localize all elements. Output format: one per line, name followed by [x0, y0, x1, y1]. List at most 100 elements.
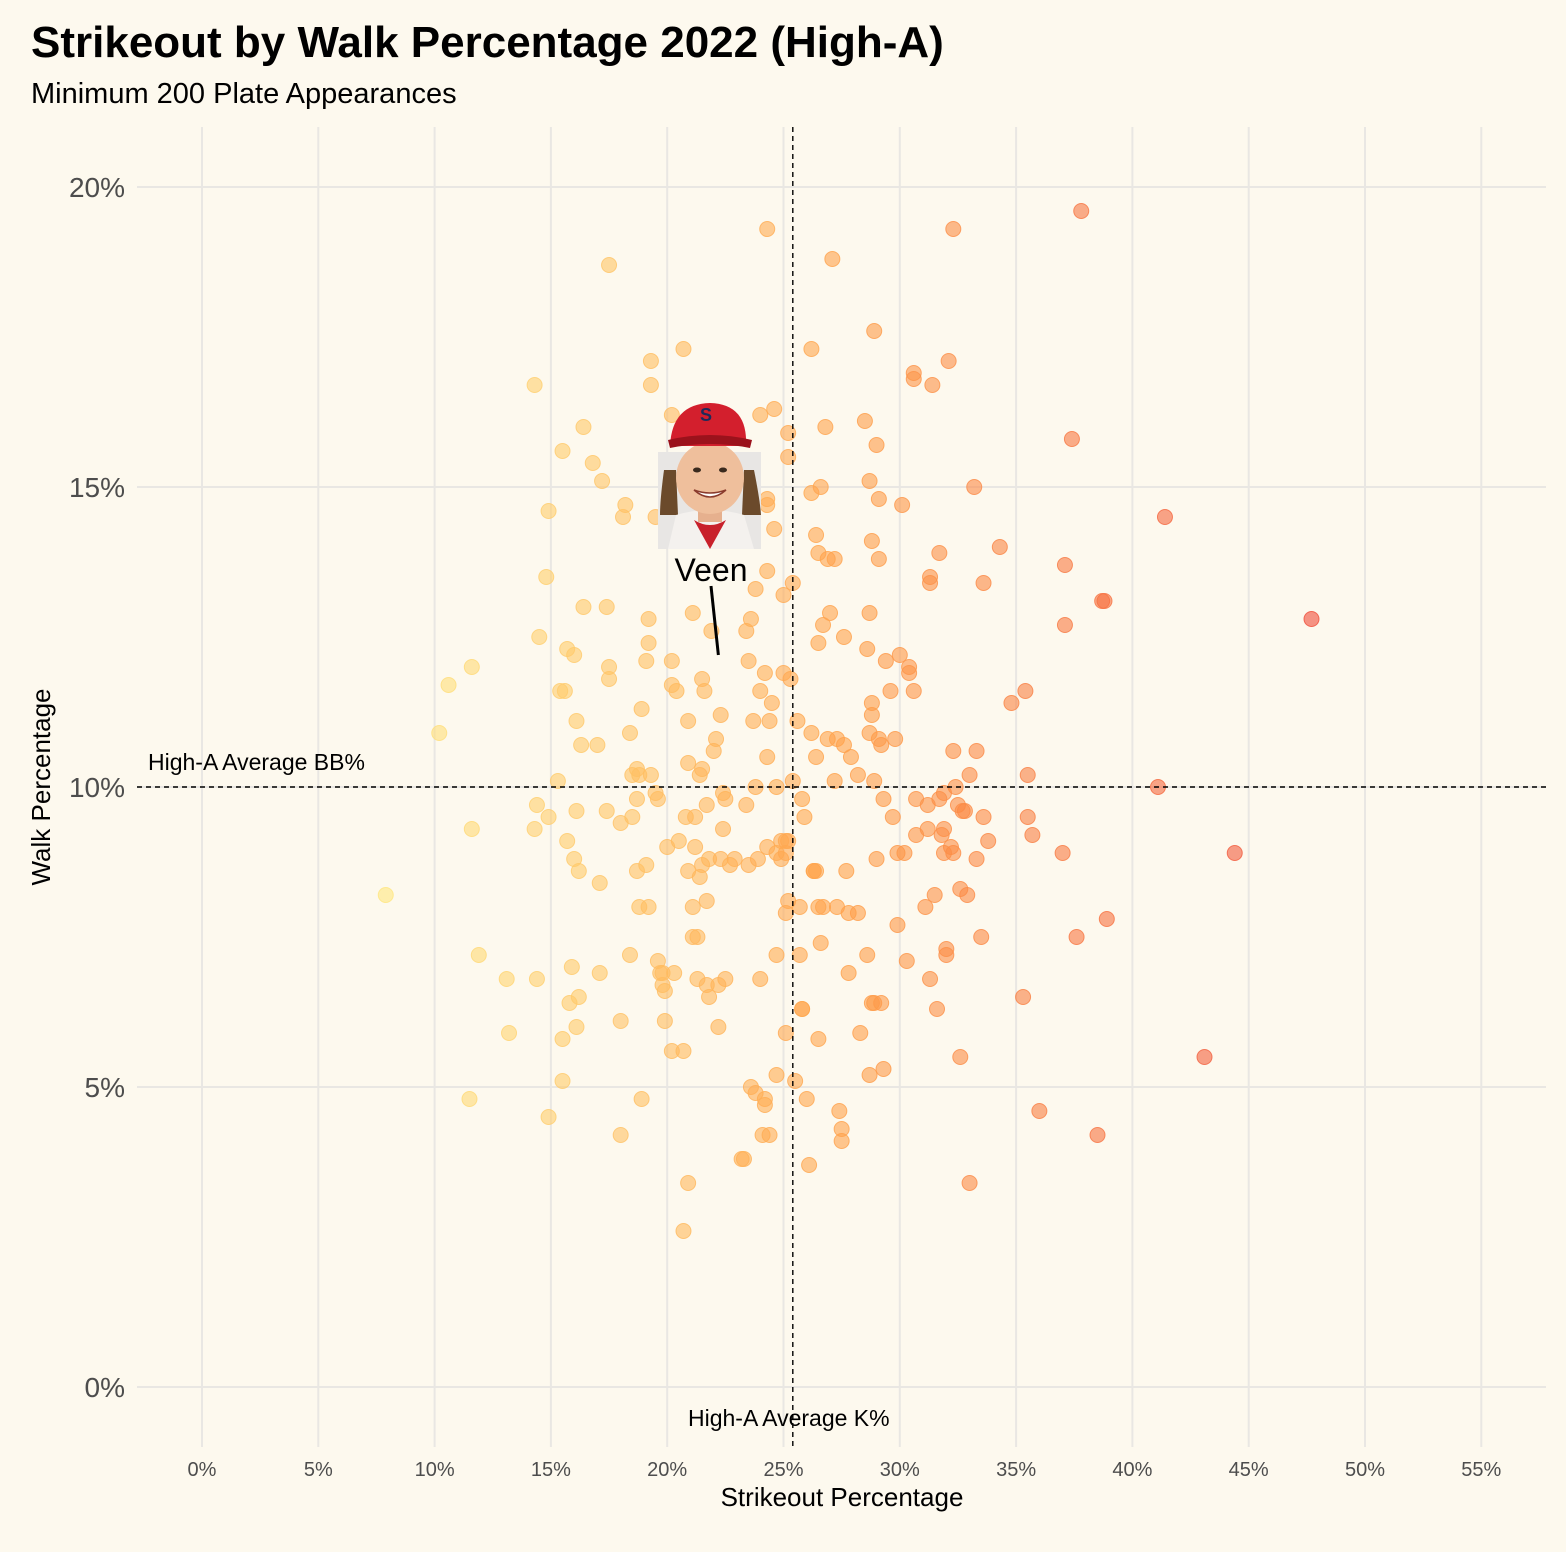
data-point	[938, 947, 955, 963]
data-point	[591, 875, 608, 891]
data-point	[796, 809, 813, 825]
data-point	[826, 551, 843, 567]
data-point	[803, 341, 820, 357]
data-point	[833, 1133, 850, 1149]
data-point	[766, 521, 783, 537]
data-point	[575, 419, 592, 435]
data-point	[633, 701, 650, 717]
data-point	[663, 653, 680, 669]
data-point	[640, 635, 657, 651]
data-point	[922, 575, 939, 591]
y-reference-label: High-A Average BB%	[148, 749, 365, 775]
data-point	[601, 671, 618, 687]
y-tick-label: 15%	[69, 472, 125, 503]
data-point	[670, 833, 687, 849]
data-point	[861, 473, 878, 489]
data-point	[952, 1049, 969, 1065]
data-point	[761, 1127, 778, 1143]
data-point	[887, 731, 904, 747]
data-point	[498, 971, 515, 987]
data-point	[759, 497, 776, 513]
data-point	[973, 929, 990, 945]
data-point	[689, 929, 706, 945]
data-point	[945, 743, 962, 759]
data-point	[745, 713, 762, 729]
hair-right	[742, 470, 761, 515]
data-point	[929, 1001, 946, 1017]
y-tick-label: 10%	[69, 772, 125, 803]
data-point	[780, 833, 797, 849]
data-point	[898, 953, 915, 969]
data-point	[768, 947, 785, 963]
data-point	[638, 857, 655, 873]
data-point	[917, 899, 934, 915]
data-point	[866, 773, 883, 789]
data-point	[782, 671, 799, 687]
data-point	[756, 1091, 773, 1107]
x-reference-label: High-A Average K%	[688, 1405, 890, 1431]
data-point	[808, 749, 825, 765]
data-point	[991, 539, 1008, 555]
data-point	[680, 713, 697, 729]
data-point	[889, 917, 906, 933]
data-point	[808, 863, 825, 879]
data-point	[959, 887, 976, 903]
data-point	[935, 821, 952, 837]
data-point	[624, 809, 641, 825]
data-point	[628, 791, 645, 807]
data-point	[940, 353, 957, 369]
data-point	[589, 737, 606, 753]
data-point	[752, 683, 769, 699]
data-point	[531, 629, 548, 645]
data-point	[824, 251, 841, 267]
data-point	[924, 377, 941, 393]
data-point	[863, 707, 880, 723]
data-point	[666, 965, 683, 981]
data-point	[763, 695, 780, 711]
data-point	[891, 647, 908, 663]
x-tick-label: 45%	[1229, 1459, 1269, 1481]
data-point	[877, 653, 894, 669]
data-point	[747, 581, 764, 597]
data-point	[712, 707, 729, 723]
x-tick-label: 10%	[415, 1459, 455, 1481]
data-point	[859, 641, 876, 657]
data-point	[919, 821, 936, 837]
data-point	[461, 1091, 478, 1107]
data-point	[663, 407, 680, 423]
y-axis-label: Walk Percentage	[26, 688, 56, 885]
data-point	[684, 605, 701, 621]
smile	[693, 489, 727, 498]
data-point	[556, 683, 573, 699]
data-point	[1098, 911, 1115, 927]
data-point	[826, 773, 843, 789]
data-point	[584, 455, 601, 471]
data-point	[501, 1025, 518, 1041]
data-point	[752, 971, 769, 987]
data-point	[1156, 509, 1173, 525]
data-point	[470, 947, 487, 963]
data-point	[810, 1031, 827, 1047]
data-points	[377, 203, 1320, 1239]
data-point	[882, 683, 899, 699]
data-point	[463, 659, 480, 675]
data-point	[617, 497, 634, 513]
highlight-leader-line	[709, 585, 720, 656]
data-point	[563, 959, 580, 975]
data-point	[759, 749, 776, 765]
data-point	[701, 989, 718, 1005]
data-point	[1303, 611, 1320, 627]
data-point	[377, 887, 394, 903]
data-point	[640, 899, 657, 915]
data-point	[803, 725, 820, 741]
data-point	[431, 725, 448, 741]
data-point	[815, 617, 832, 633]
data-point	[931, 545, 948, 561]
data-point	[575, 599, 592, 615]
data-point	[789, 713, 806, 729]
data-point	[812, 479, 829, 495]
data-point	[875, 1061, 892, 1077]
data-point	[687, 809, 704, 825]
data-point	[849, 767, 866, 783]
data-point	[642, 767, 659, 783]
